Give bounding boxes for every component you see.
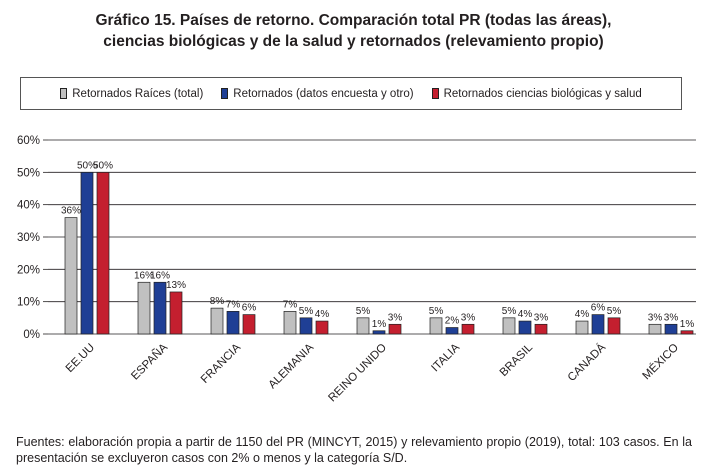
data-label-canada-ciencias: 5% (607, 306, 622, 317)
data-label-brasil-raices: 5% (502, 306, 517, 317)
legend-entry-encuesta: Retornados (datos encuesta y otro) (221, 87, 414, 100)
y-tick-label: 20% (17, 264, 40, 276)
bar-italia-ciencias (461, 323, 475, 335)
data-label-eeuu-raices: 36% (61, 206, 81, 217)
bar-eeuu-ciencias (96, 171, 110, 335)
bar-espana-ciencias (169, 291, 183, 335)
bar-francia-raices (210, 307, 224, 335)
data-label-mexico-raices: 3% (648, 312, 663, 323)
bar-mexico-raices (648, 323, 662, 335)
bar-canada-raices (575, 320, 589, 335)
data-label-italia-raices: 5% (429, 306, 444, 317)
data-label-reino-unido-raices: 5% (356, 306, 371, 317)
x-tick-label-italia: ITALIA (429, 341, 462, 374)
data-label-espana-encuesta: 16% (150, 270, 170, 281)
legend-label-ciencias: Retornados ciencias biológicas y salud (443, 87, 642, 100)
data-label-alemania-ciencias: 4% (315, 309, 330, 320)
x-tick-label-canada: CANADÁ (565, 341, 608, 384)
data-label-alemania-encuesta: 5% (299, 306, 314, 317)
bar-reino-unido-ciencias (388, 323, 402, 335)
data-label-francia-ciencias: 6% (242, 303, 257, 314)
y-tick-label: 30% (17, 232, 40, 244)
x-tick-label-mexico: MÉXICO (640, 341, 681, 382)
y-tick-label: 10% (17, 297, 40, 309)
bar-alemania-raices (283, 311, 297, 335)
bar-eeuu-encuesta (80, 171, 94, 335)
bar-alemania-ciencias (315, 320, 329, 335)
bar-brasil-raices (502, 317, 516, 335)
bar-alemania-encuesta (299, 317, 313, 335)
x-tick-label-francia: FRANCIA (199, 341, 243, 385)
data-label-eeuu-encuesta: 50% (77, 160, 97, 171)
chart-title-line-1: Gráfico 15. Países de retorno. Comparaci… (95, 12, 612, 29)
chart-title-line-2: ciencias biológicas y de la salud y reto… (103, 33, 604, 50)
y-tick-label: 60% (17, 135, 40, 147)
legend-entry-raices: Retornados Raíces (total) (60, 88, 203, 100)
bar-mexico-encuesta (664, 323, 678, 335)
bar-brasil-ciencias (534, 323, 548, 335)
data-label-brasil-ciencias: 3% (534, 312, 549, 323)
data-label-alemania-raices: 7% (283, 299, 298, 310)
chart-legend: Retornados Raíces (total) Retornados (da… (20, 77, 682, 110)
bar-eeuu-raices (64, 217, 78, 335)
y-tick-label: 50% (17, 167, 40, 179)
y-axis-ticks: 0% 10% 20% 30% 40% 50% 60% (17, 135, 40, 341)
legend-entry-ciencias: Retornados ciencias biológicas y salud (431, 87, 642, 100)
data-label-espana-raices: 16% (134, 270, 154, 281)
chart-title: Gráfico 15. Países de retorno. Comparaci… (0, 10, 707, 52)
bars (64, 171, 694, 335)
bar-francia-ciencias (242, 314, 256, 335)
legend-label-encuesta: Retornados (datos encuesta y otro) (233, 87, 414, 100)
data-label-brasil-encuesta: 4% (518, 309, 533, 320)
x-tick-label-eeuu: EE.UU (64, 342, 97, 375)
bar-canada-encuesta (591, 314, 605, 335)
data-label-canada-raices: 4% (575, 309, 590, 320)
data-label-canada-encuesta: 6% (591, 303, 606, 314)
bar-reino-unido-encuesta (372, 330, 386, 335)
x-tick-label-alemania: ALEMANIA (267, 341, 317, 391)
data-label-mexico-encuesta: 3% (664, 312, 679, 323)
legend-label-raices: Retornados Raíces (total) (72, 87, 204, 100)
bar-mexico-ciencias (680, 330, 694, 335)
bar-italia-encuesta (445, 327, 459, 335)
data-label-francia-raices: 8% (210, 296, 225, 307)
data-label-eeuu-ciencias: 50% (93, 160, 113, 171)
bar-italia-raices (429, 317, 443, 335)
data-label-francia-encuesta: 7% (226, 299, 241, 310)
bar-francia-encuesta (226, 311, 240, 335)
data-label-italia-encuesta: 2% (445, 316, 460, 327)
legend-swatch-raices (60, 88, 68, 99)
bar-brasil-encuesta (518, 320, 532, 335)
source-footnote: Fuentes: elaboración propia a partir de … (16, 435, 692, 465)
bar-chart: 0%10%20%30%40%50%60% 36%50%50%16%16%13%8… (17, 135, 696, 405)
bar-espana-encuesta (153, 281, 167, 335)
data-label-reino-unido-encuesta: 1% (372, 319, 387, 330)
data-label-italia-ciencias: 3% (461, 312, 476, 323)
bar-canada-ciencias (607, 317, 621, 335)
x-tick-label-espana: ESPAÑA (129, 341, 171, 383)
bar-espana-raices (137, 281, 151, 335)
data-labels: 36%50%50%16%16%13%8% 7% 6% 7%5% 4% 5%1%3%5%2%… (61, 160, 694, 329)
x-axis-ticks: EE.UU ESPAÑA FRANCIA ALEMANIA REINO UNIDO ITA… (64, 341, 681, 405)
legend-swatch-encuesta (221, 88, 229, 99)
y-tick-label: 40% (17, 200, 40, 212)
bar-reino-unido-raices (356, 317, 370, 335)
y-tick-label: 0% (23, 329, 40, 341)
data-label-reino-unido-ciencias: 3% (388, 312, 403, 323)
legend-swatch-ciencias (431, 88, 439, 99)
data-label-mexico-ciencias: 1% (680, 319, 695, 330)
x-tick-label-brasil: BRASIL (498, 341, 536, 379)
data-label-espana-ciencias: 13% (166, 280, 186, 291)
x-tick-label-reino-unido: REINO UNIDO (326, 342, 389, 405)
